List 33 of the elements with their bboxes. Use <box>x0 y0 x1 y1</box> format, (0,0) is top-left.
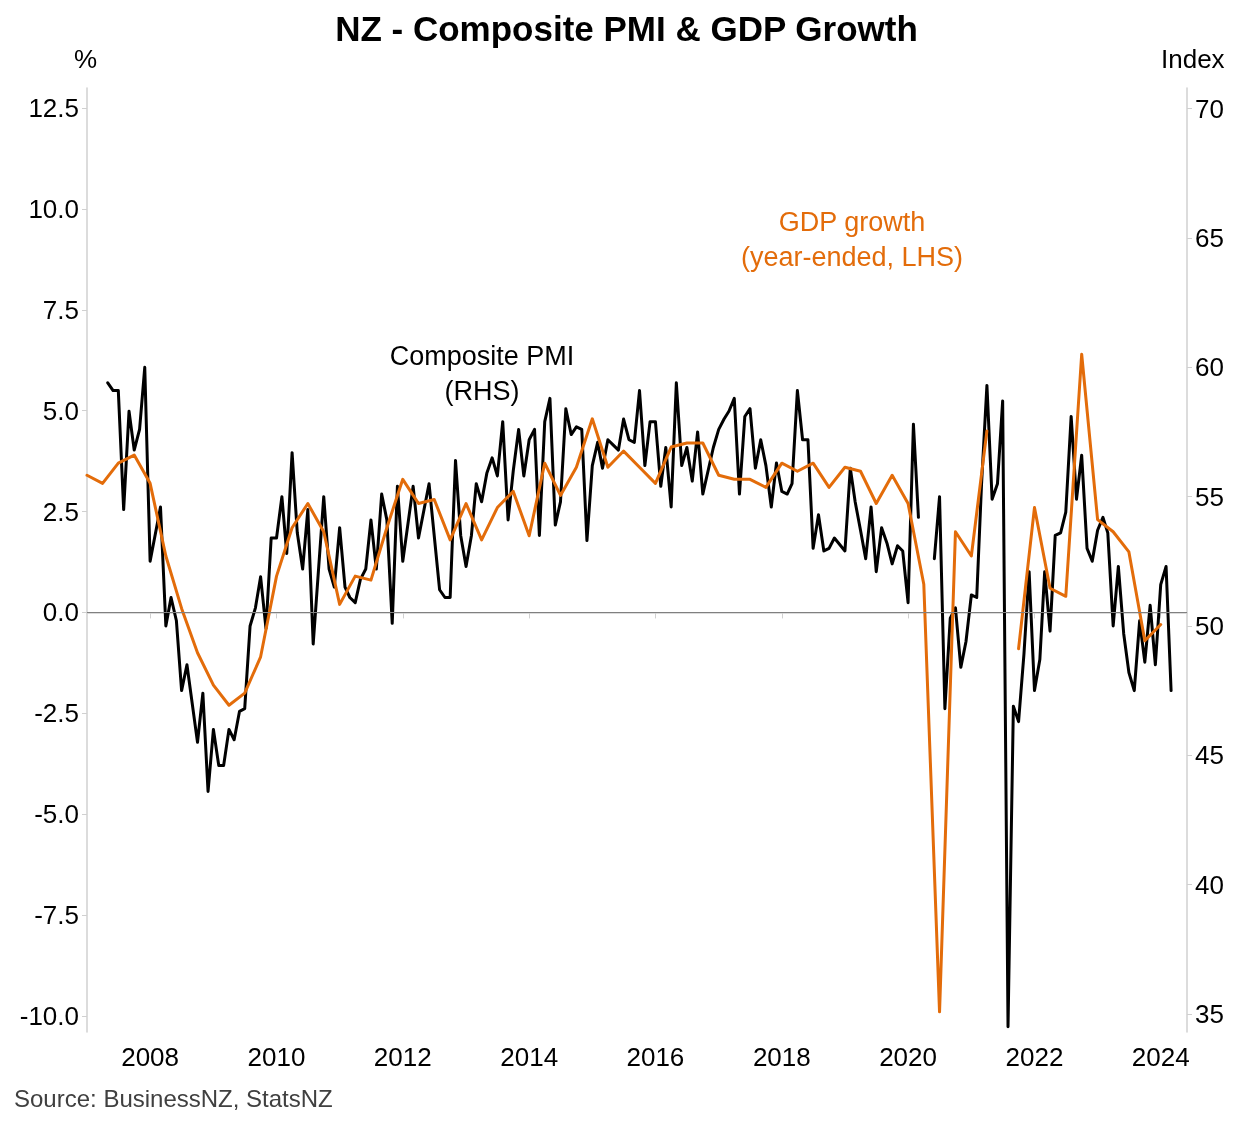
y-axis-title: % <box>73 44 97 74</box>
y-tick-label: 0.0 <box>42 597 79 628</box>
x-tick-label: 2008 <box>121 1042 180 1072</box>
y-tick-label: 2.5 <box>42 496 79 527</box>
text: GDP growth (year-ended, LHS) <box>740 206 964 272</box>
source-note: Source: BusinessNZ, StatsNZ <box>14 1084 333 1112</box>
y2-tick-label: 50 <box>1195 610 1224 641</box>
x-tick-label: 2022 <box>1005 1042 1064 1072</box>
y2-tick-label: 70 <box>1195 93 1224 124</box>
y2-tick-label: 35 <box>1195 998 1224 1029</box>
chart-title: NZ - Composite PMI & GDP Growth <box>335 9 918 48</box>
y2-tick-label: 65 <box>1195 223 1224 254</box>
y-tick-label: -5.0 <box>34 799 79 830</box>
x-tick-label: 2012 <box>373 1042 432 1072</box>
series-label: Composite PMI (RHS) <box>389 340 575 406</box>
y-tick-label: -2.5 <box>34 698 79 729</box>
y2-tick-label: 45 <box>1195 740 1224 771</box>
y2-axis-title: Index <box>1161 44 1225 74</box>
y-tick-label: 12.5 <box>28 93 79 124</box>
y-tick-label: -10.0 <box>19 1000 79 1031</box>
x-tick-label: 2014 <box>500 1042 559 1072</box>
y-tick-label: -7.5 <box>34 900 79 931</box>
y2-tick-label: 55 <box>1195 481 1224 512</box>
x-tick-label: 2010 <box>247 1042 306 1072</box>
y-tick-label: 7.5 <box>42 294 79 325</box>
x-tick-label: 2020 <box>879 1042 937 1072</box>
y2-tick-label: 60 <box>1195 352 1224 383</box>
y-tick-label: 5.0 <box>42 395 79 426</box>
x-tick-label: 2024 <box>1131 1042 1190 1072</box>
x-tick-label: 2016 <box>626 1042 685 1072</box>
y-tick-label: 10.0 <box>28 194 79 225</box>
x-tick-label: 2018 <box>752 1042 811 1072</box>
y2-tick-label: 40 <box>1195 869 1224 900</box>
